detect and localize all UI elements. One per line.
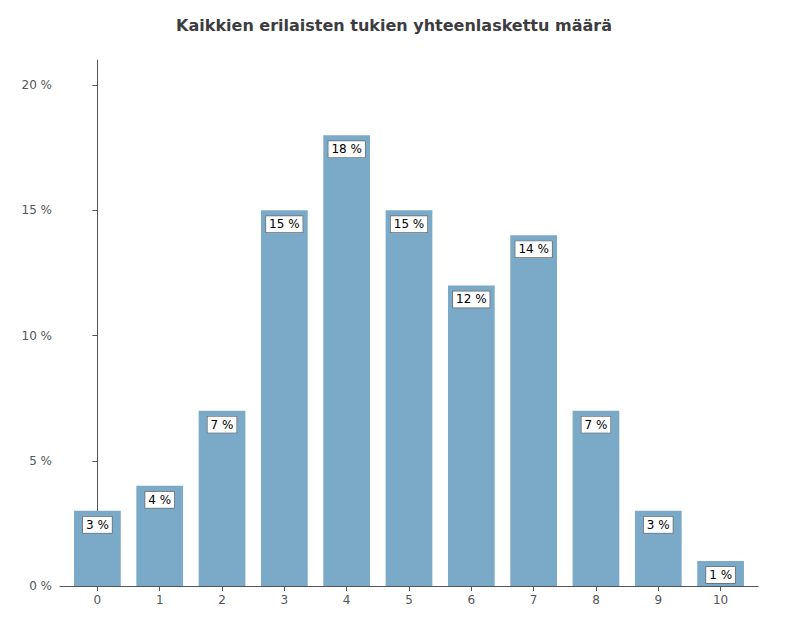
- svg-text:4 %: 4 %: [148, 493, 171, 507]
- svg-text:0: 0: [94, 593, 102, 607]
- svg-text:15 %: 15 %: [22, 203, 53, 217]
- svg-text:18 %: 18 %: [331, 142, 362, 156]
- svg-text:1 %: 1 %: [709, 568, 732, 582]
- svg-text:2: 2: [218, 593, 226, 607]
- svg-text:3: 3: [281, 593, 289, 607]
- svg-text:6: 6: [468, 593, 476, 607]
- svg-text:4: 4: [343, 593, 351, 607]
- svg-text:7 %: 7 %: [585, 418, 608, 432]
- svg-text:5: 5: [405, 593, 413, 607]
- svg-text:8: 8: [592, 593, 600, 607]
- svg-text:3 %: 3 %: [647, 518, 670, 532]
- svg-text:1: 1: [156, 593, 164, 607]
- svg-text:5 %: 5 %: [29, 454, 52, 468]
- svg-text:7: 7: [530, 593, 538, 607]
- svg-text:3 %: 3 %: [86, 518, 109, 532]
- svg-text:7 %: 7 %: [211, 418, 234, 432]
- svg-text:12 %: 12 %: [456, 292, 487, 306]
- svg-text:10 %: 10 %: [22, 329, 53, 343]
- svg-text:15 %: 15 %: [394, 217, 425, 231]
- svg-text:9: 9: [654, 593, 662, 607]
- svg-text:0 %: 0 %: [29, 579, 52, 593]
- svg-text:10: 10: [713, 593, 728, 607]
- svg-text:15 %: 15 %: [269, 217, 300, 231]
- svg-text:20 %: 20 %: [22, 78, 53, 92]
- svg-text:Kaikkien erilaisten tukien yht: Kaikkien erilaisten tukien yhteenlaskett…: [176, 16, 612, 35]
- svg-text:14 %: 14 %: [518, 242, 549, 256]
